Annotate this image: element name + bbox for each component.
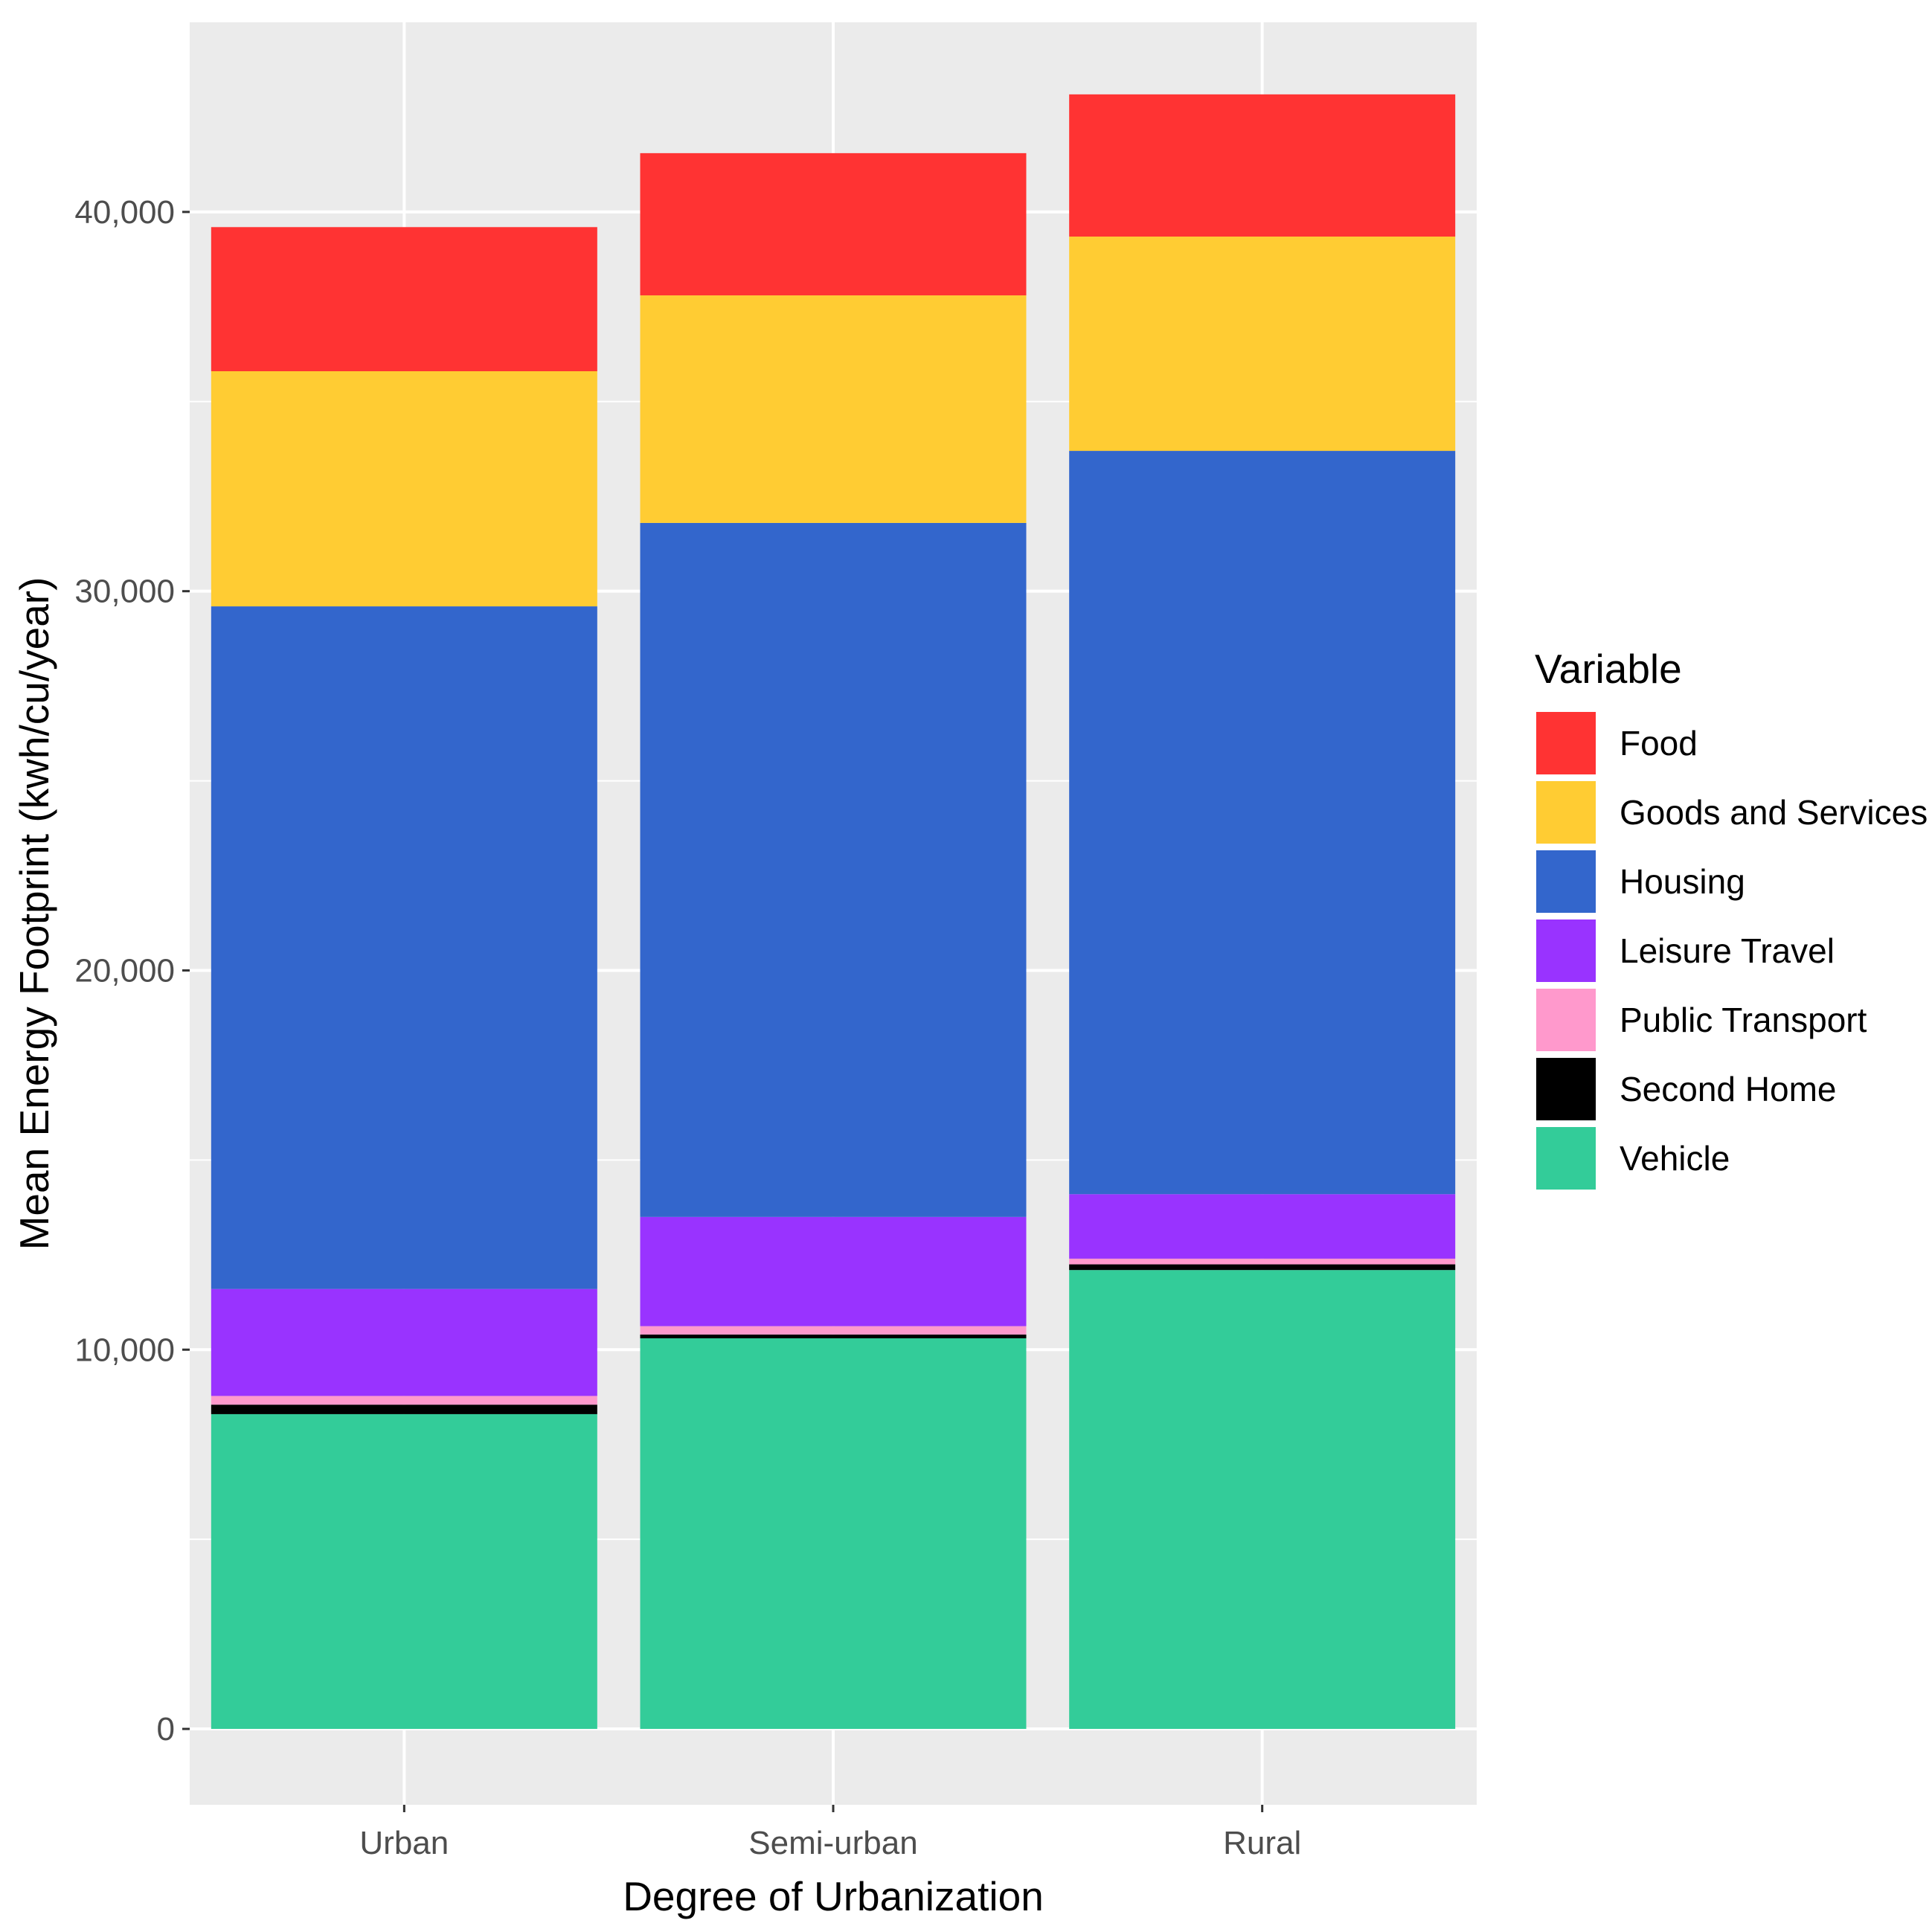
y-tick-label: 30,000 [74,574,175,610]
bar-goods-and-services-semi-urban [640,295,1027,523]
bar-leisure-travel-rural [1069,1194,1456,1259]
x-tick-label: Rural [1223,1825,1301,1861]
legend-key-public-transport [1536,989,1596,1051]
y-axis-title: Mean Energy Footprint (kwh/cu/year) [11,577,57,1251]
y-tick-label: 0 [157,1711,175,1747]
legend-key-food [1536,712,1596,774]
bar-public-transport-rural [1069,1258,1456,1265]
x-axis-ticks: Urban Semi-urban Rural [359,1805,1301,1861]
bar-food-semi-urban [640,153,1027,296]
bar-food-rural [1069,94,1456,237]
bar-housing-semi-urban [640,522,1027,1217]
bar-food-urban [211,227,597,372]
bar-leisure-travel-urban [211,1288,597,1396]
y-tick-label: 20,000 [74,952,175,989]
bar-second-home-rural [1069,1264,1456,1271]
bar-vehicle-rural [1069,1270,1456,1730]
legend-key-housing [1536,850,1596,913]
bar-housing-rural [1069,451,1456,1195]
bar-public-transport-semi-urban [640,1326,1027,1335]
legend: Variable Food Goods and Services Housing Le… [1535,646,1928,1190]
bars [211,94,1456,1730]
legend-key-vehicle [1536,1127,1596,1190]
x-tick-label: Semi-urban [748,1825,917,1861]
bar-second-home-semi-urban [640,1334,1027,1338]
legend-title: Variable [1535,646,1682,692]
bar-goods-and-services-urban [211,371,597,607]
legend-key-second-home [1536,1058,1596,1120]
y-axis-ticks: 0 10,000 20,000 30,000 40,000 [74,194,190,1747]
x-axis-title: Degree of Urbanization [623,1873,1044,1919]
bar-leisure-travel-semi-urban [640,1216,1027,1326]
legend-key-goods-and-services [1536,781,1596,844]
bar-second-home-urban [211,1405,597,1414]
legend-label: Leisure Travel [1620,931,1835,970]
bar-public-transport-urban [211,1396,597,1405]
y-tick-label: 40,000 [74,194,175,231]
legend-label: Second Home [1620,1070,1837,1108]
y-tick-label: 10,000 [74,1332,175,1368]
legend-label: Vehicle [1620,1139,1730,1178]
legend-label: Public Transport [1620,1001,1867,1039]
legend-label: Goods and Services [1620,793,1928,832]
bar-goods-and-services-rural [1069,237,1456,452]
x-tick-label: Urban [359,1825,449,1861]
legend-key-leisure-travel [1536,919,1596,982]
bar-vehicle-urban [211,1413,597,1730]
bar-vehicle-semi-urban [640,1338,1027,1730]
bar-housing-urban [211,606,597,1289]
legend-label: Housing [1620,862,1745,901]
legend-label: Food [1620,724,1698,763]
